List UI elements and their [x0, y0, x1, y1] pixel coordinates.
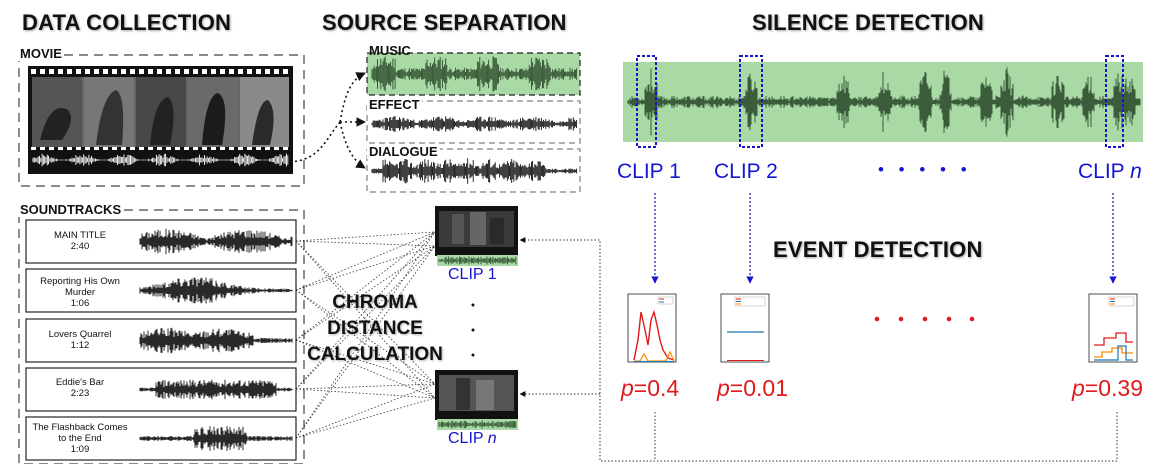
- track-3-label: Lovers Quarrel 1:12: [48, 329, 112, 351]
- effect-stem-label: EFFECT: [367, 97, 422, 112]
- event-ellipsis-dots: [874, 316, 975, 322]
- event-detection-title: EVENT DETECTION: [773, 237, 983, 262]
- clip-n-thumb-label: CLIP n: [448, 430, 497, 447]
- event-plot-clip-n: [1088, 293, 1138, 363]
- clip-1-thumb-label: CLIP 1: [448, 266, 497, 283]
- clip-2-label: CLIP 2: [714, 160, 778, 183]
- movie-to-stems-arrows: [289, 72, 366, 169]
- effect-stem-box: [366, 100, 581, 144]
- silence-detection-title: SILENCE DETECTION: [752, 10, 984, 35]
- track-1-label: MAIN TITLE 2:40: [53, 230, 107, 252]
- stem-waveforms: [371, 56, 578, 184]
- data-collection-title: DATA COLLECTION: [22, 10, 232, 35]
- vertical-ellipsis: [471, 303, 475, 357]
- event-plot-clip-2: [720, 293, 770, 363]
- clip-to-event-arrows: [651, 193, 1117, 284]
- clip-2-window: [739, 55, 763, 148]
- music-stem-label: MUSIC: [369, 43, 411, 58]
- soundtracks-box: [18, 209, 305, 464]
- feedback-arrows: [519, 237, 1118, 462]
- source-separation-title: SOURCE SEPARATION: [322, 10, 567, 35]
- clip-n-window: [1105, 55, 1124, 148]
- soundtracks-label: SOUNDTRACKS: [18, 202, 124, 217]
- pvalue-clip-2: p=0.01: [717, 375, 788, 401]
- movie-box: [18, 54, 305, 187]
- chroma-distance-label: CHROMA DISTANCE CALCULATION: [307, 292, 443, 365]
- clip-n-label: CLIP n: [1078, 160, 1142, 183]
- dialogue-stem-box: [366, 148, 581, 193]
- clip-ellipsis: • • • • •: [878, 160, 972, 179]
- event-plot-clip-1: [627, 293, 677, 363]
- track-2-label: Reporting His Own Murder 1:06: [40, 276, 120, 309]
- pvalue-clip-n: p=0.39: [1072, 375, 1143, 401]
- pvalue-clip-1: p=0.4: [621, 375, 680, 401]
- dialogue-stem-label: DIALOGUE: [367, 144, 440, 159]
- clip-1-thumbnail: [435, 206, 518, 266]
- track-5-label: The Flashback Comes to the End 1:09: [32, 422, 128, 455]
- movie-label: MOVIE: [18, 46, 64, 61]
- chroma-matching-lines: [295, 231, 436, 439]
- movie-filmstrip: [28, 66, 293, 174]
- clip-n-thumbnail: [435, 370, 518, 430]
- full-music-waveform: [627, 67, 1141, 137]
- track-4-label: Eddie's Bar 2:23: [55, 377, 105, 399]
- clip-1-label: CLIP 1: [617, 160, 681, 183]
